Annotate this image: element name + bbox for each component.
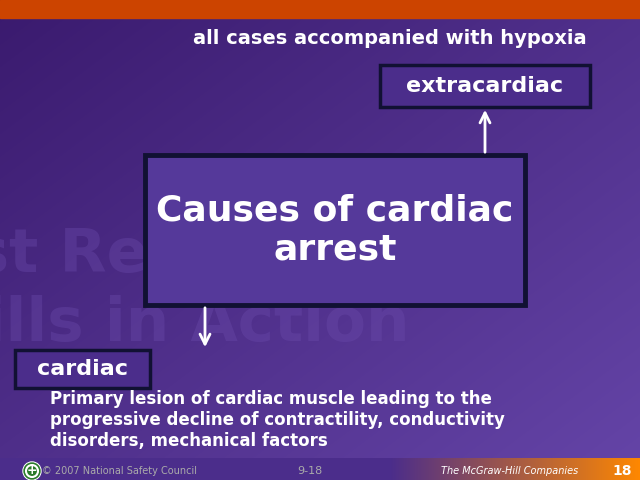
Text: 18: 18 (612, 464, 632, 478)
Text: all cases accompanied with hypoxia: all cases accompanied with hypoxia (193, 28, 587, 48)
Bar (0, 0, 640, 18)
Text: © 2007 National Safety Council: © 2007 National Safety Council (42, 466, 198, 476)
Circle shape (23, 462, 41, 480)
Text: 9-18: 9-18 (298, 466, 323, 476)
Text: The McGraw-Hill Companies: The McGraw-Hill Companies (442, 466, 579, 476)
Circle shape (24, 463, 40, 479)
FancyBboxPatch shape (380, 65, 590, 107)
Text: First Responder
Skills in Action: First Responder Skills in Action (0, 227, 429, 354)
Text: Primary lesion of cardiac muscle leading to the
progressive decline of contracti: Primary lesion of cardiac muscle leading… (50, 390, 505, 450)
Text: Causes of cardiac
arrest: Causes of cardiac arrest (156, 193, 514, 267)
Text: +: + (27, 465, 37, 478)
Text: extracardiac: extracardiac (406, 76, 564, 96)
Text: cardiac: cardiac (37, 359, 128, 379)
FancyBboxPatch shape (15, 350, 150, 388)
FancyBboxPatch shape (145, 155, 525, 305)
